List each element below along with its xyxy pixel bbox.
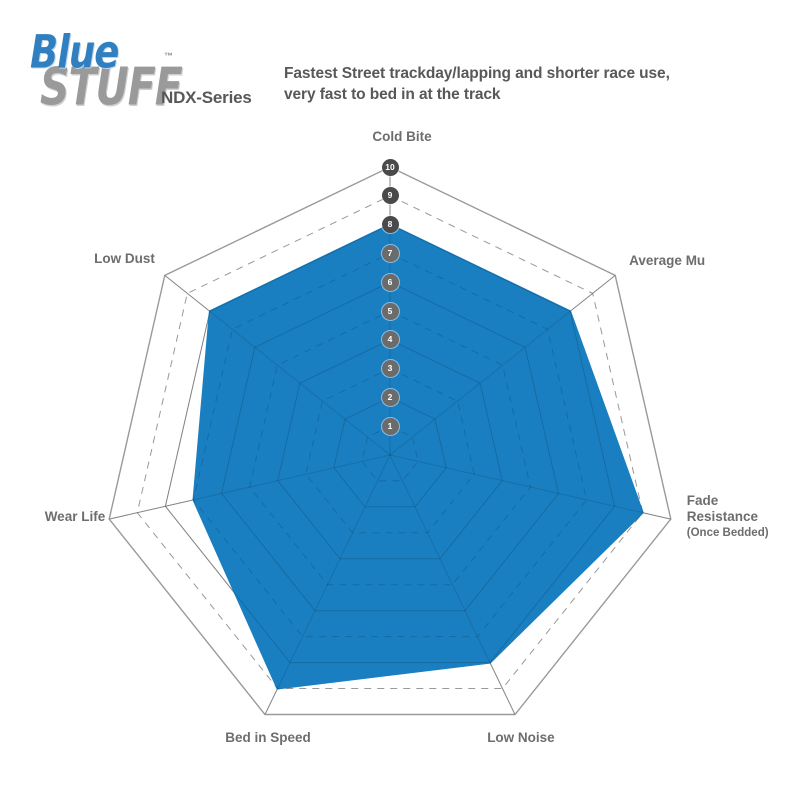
axis-label-line: Low Noise: [487, 730, 555, 746]
axis-label-low-dust: Low Dust: [55, 251, 155, 267]
scale-marker-7: 7: [381, 244, 399, 262]
grid-ring-overlay-7: [192, 252, 588, 638]
axis-label-line: Bed in Speed: [225, 730, 311, 746]
axis-label-line: Average Mu: [629, 253, 706, 269]
axis-label-wear-life: Wear Life: [5, 509, 106, 525]
axis-label-line: Low Dust: [94, 251, 155, 267]
axis-label-line: (Once Bedded): [686, 527, 769, 540]
radar-chart: Cold Bite Average Mu Fade Resistance (Once B…: [0, 120, 800, 797]
axis-label-line: Wear Life: [44, 509, 106, 525]
axis-spoke-overlay-3: [389, 454, 516, 715]
grid-ring-overlay-3: [305, 368, 475, 534]
scale-marker-4: 4: [381, 331, 399, 349]
brand-logo: STUFF Blue ™: [28, 26, 183, 117]
grid-ring-overlay-8: [164, 224, 616, 664]
grid-ring-overlay-9: [136, 195, 644, 689]
axis-label-bed-in-speed: Bed in Speed: [213, 730, 323, 746]
logo-blue-text: Blue: [30, 26, 119, 79]
radar-chart-svg: [108, 166, 672, 716]
axis-label-line: Cold Bite: [372, 129, 432, 144]
scale-marker-3: 3: [381, 360, 399, 378]
data-area-polygon: [192, 223, 644, 690]
page-header: STUFF Blue ™ NDX-Series Fastest Street t…: [0, 0, 800, 130]
scale-marker-10: 10: [381, 158, 399, 176]
scale-marker-9: 9: [381, 187, 399, 205]
scale-marker-6: 6: [381, 273, 399, 291]
scale-marker-8: 8: [381, 216, 399, 234]
grid-ring-10: [108, 166, 672, 716]
scale-marker-2: 2: [381, 388, 399, 406]
axis-label-cold-bite: Cold Bite: [352, 129, 452, 145]
scale-marker-1: 1: [381, 417, 399, 435]
axis-label-fade-resistance: Fade Resistance (Once Bedded): [687, 493, 797, 541]
axis-spoke-overlay-6: [164, 275, 391, 456]
axis-spoke-overlay-5: [109, 454, 391, 520]
axis-label-line: Fade: [686, 493, 719, 509]
axis-spoke-overlay-4: [264, 454, 391, 715]
axis-label-average-mu: Average Mu: [629, 253, 739, 269]
axis-spoke-overlay-2: [389, 454, 671, 520]
grid-ring-overlay-6: [220, 281, 560, 612]
axis-spoke-overlay-1: [389, 275, 616, 456]
grid-ring-9: [136, 195, 644, 689]
scale-marker-5: 5: [381, 302, 399, 320]
logo-stuff-text: STUFF: [40, 57, 183, 117]
inner-grid-overlay: [109, 167, 671, 715]
grid-ring-overlay-1: [361, 425, 419, 482]
grid-ring-overlay-5: [249, 310, 531, 586]
grid-ring-overlay-2: [333, 396, 447, 508]
series-title: NDX-Series: [161, 88, 252, 107]
trademark-icon: ™: [164, 51, 173, 61]
axis-label-line: Resistance: [686, 509, 759, 525]
axis-label-low-noise: Low Noise: [471, 730, 571, 746]
grid-ring-overlay-4: [277, 339, 503, 560]
tagline-text: Fastest Street trackday/lapping and shor…: [284, 65, 670, 103]
